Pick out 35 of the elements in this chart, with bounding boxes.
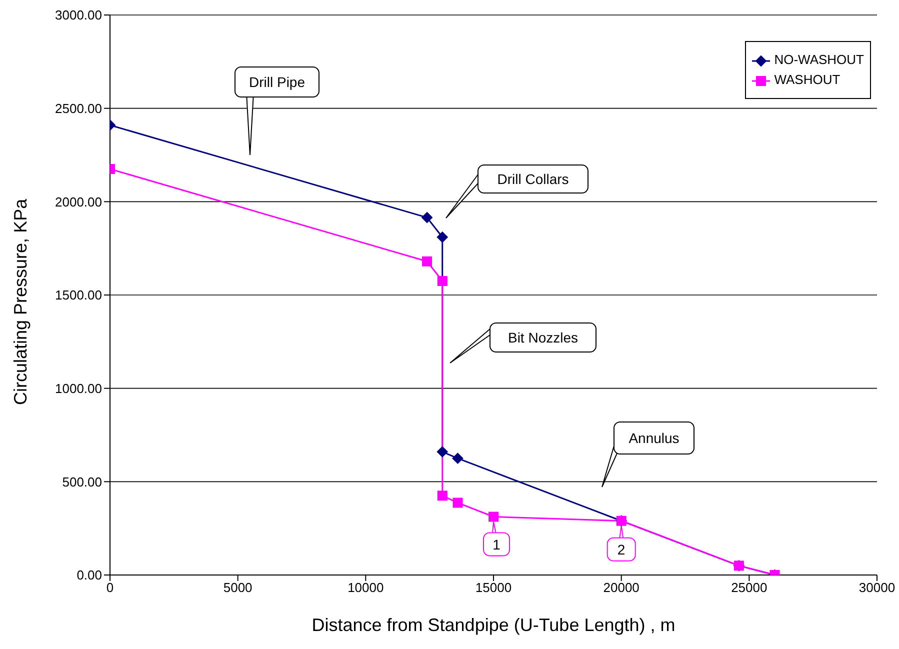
y-tick-label: 3000.00 [55, 8, 102, 23]
annotation: Bit Nozzles [508, 330, 578, 346]
callout: Bit Nozzles [450, 322, 596, 364]
point [452, 498, 463, 508]
annotation: Drill Pipe [248, 74, 306, 90]
y-tick-label: 0.00 [76, 568, 102, 583]
y-tick-label: 2500.00 [55, 100, 102, 116]
y-tick-label: 500.00 [62, 474, 102, 490]
callout: Drill Collars [446, 164, 588, 218]
legend-label: WASHOUT [773, 71, 842, 89]
point [437, 276, 448, 286]
x-tick-label: 10000 [348, 580, 384, 596]
x-tick-label: 30000 [858, 580, 896, 596]
point [422, 256, 432, 266]
x-tick-label: 15000 [475, 580, 512, 596]
y-tick-label: 1500.00 [55, 288, 102, 303]
x-tick-label: 20000 [603, 580, 640, 596]
point [436, 446, 448, 458]
point [437, 490, 448, 501]
point [452, 452, 464, 464]
x-tick-label: 25000 [731, 580, 768, 596]
annotation: Annulus [628, 430, 680, 446]
annotation: Drill Collars [497, 171, 569, 187]
x-axis-title: Distance from Standpipe (U-Tube Length) , m [312, 615, 676, 635]
y-tick-label: 2000.00 [55, 194, 102, 210]
x-tick-label: 5000 [223, 580, 252, 596]
y-axis-title: Circulating Pressure, KPa [10, 198, 30, 405]
callout: Annulus [602, 422, 694, 488]
point [488, 512, 498, 522]
callout: Drill Pipe [234, 66, 320, 156]
x-tick-label: 0 [106, 580, 114, 596]
y-tick-label: 1000.00 [55, 380, 102, 396]
point [422, 212, 433, 224]
legend-label: NO-WASHOUT [773, 51, 864, 69]
point [436, 232, 448, 243]
